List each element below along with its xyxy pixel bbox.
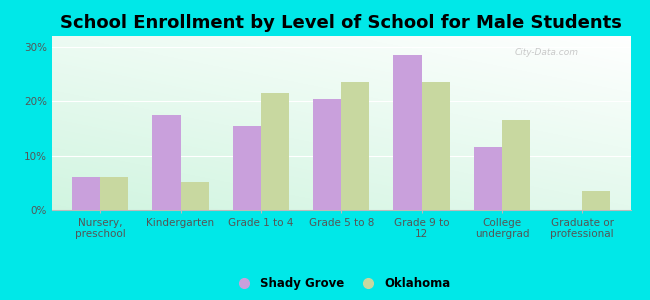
Bar xyxy=(582,191,610,210)
Bar xyxy=(72,177,100,210)
Bar xyxy=(502,120,530,210)
Bar xyxy=(393,55,422,210)
Bar xyxy=(341,82,369,210)
Bar xyxy=(233,126,261,210)
Bar xyxy=(422,82,450,210)
Bar xyxy=(261,93,289,210)
Title: School Enrollment by Level of School for Male Students: School Enrollment by Level of School for… xyxy=(60,14,622,32)
Bar xyxy=(313,98,341,210)
Legend: Shady Grove, Oklahoma: Shady Grove, Oklahoma xyxy=(227,272,456,295)
Bar xyxy=(100,177,128,210)
Bar xyxy=(474,148,502,210)
Bar xyxy=(181,182,209,210)
Text: City-Data.com: City-Data.com xyxy=(515,48,578,57)
Bar xyxy=(153,115,181,210)
